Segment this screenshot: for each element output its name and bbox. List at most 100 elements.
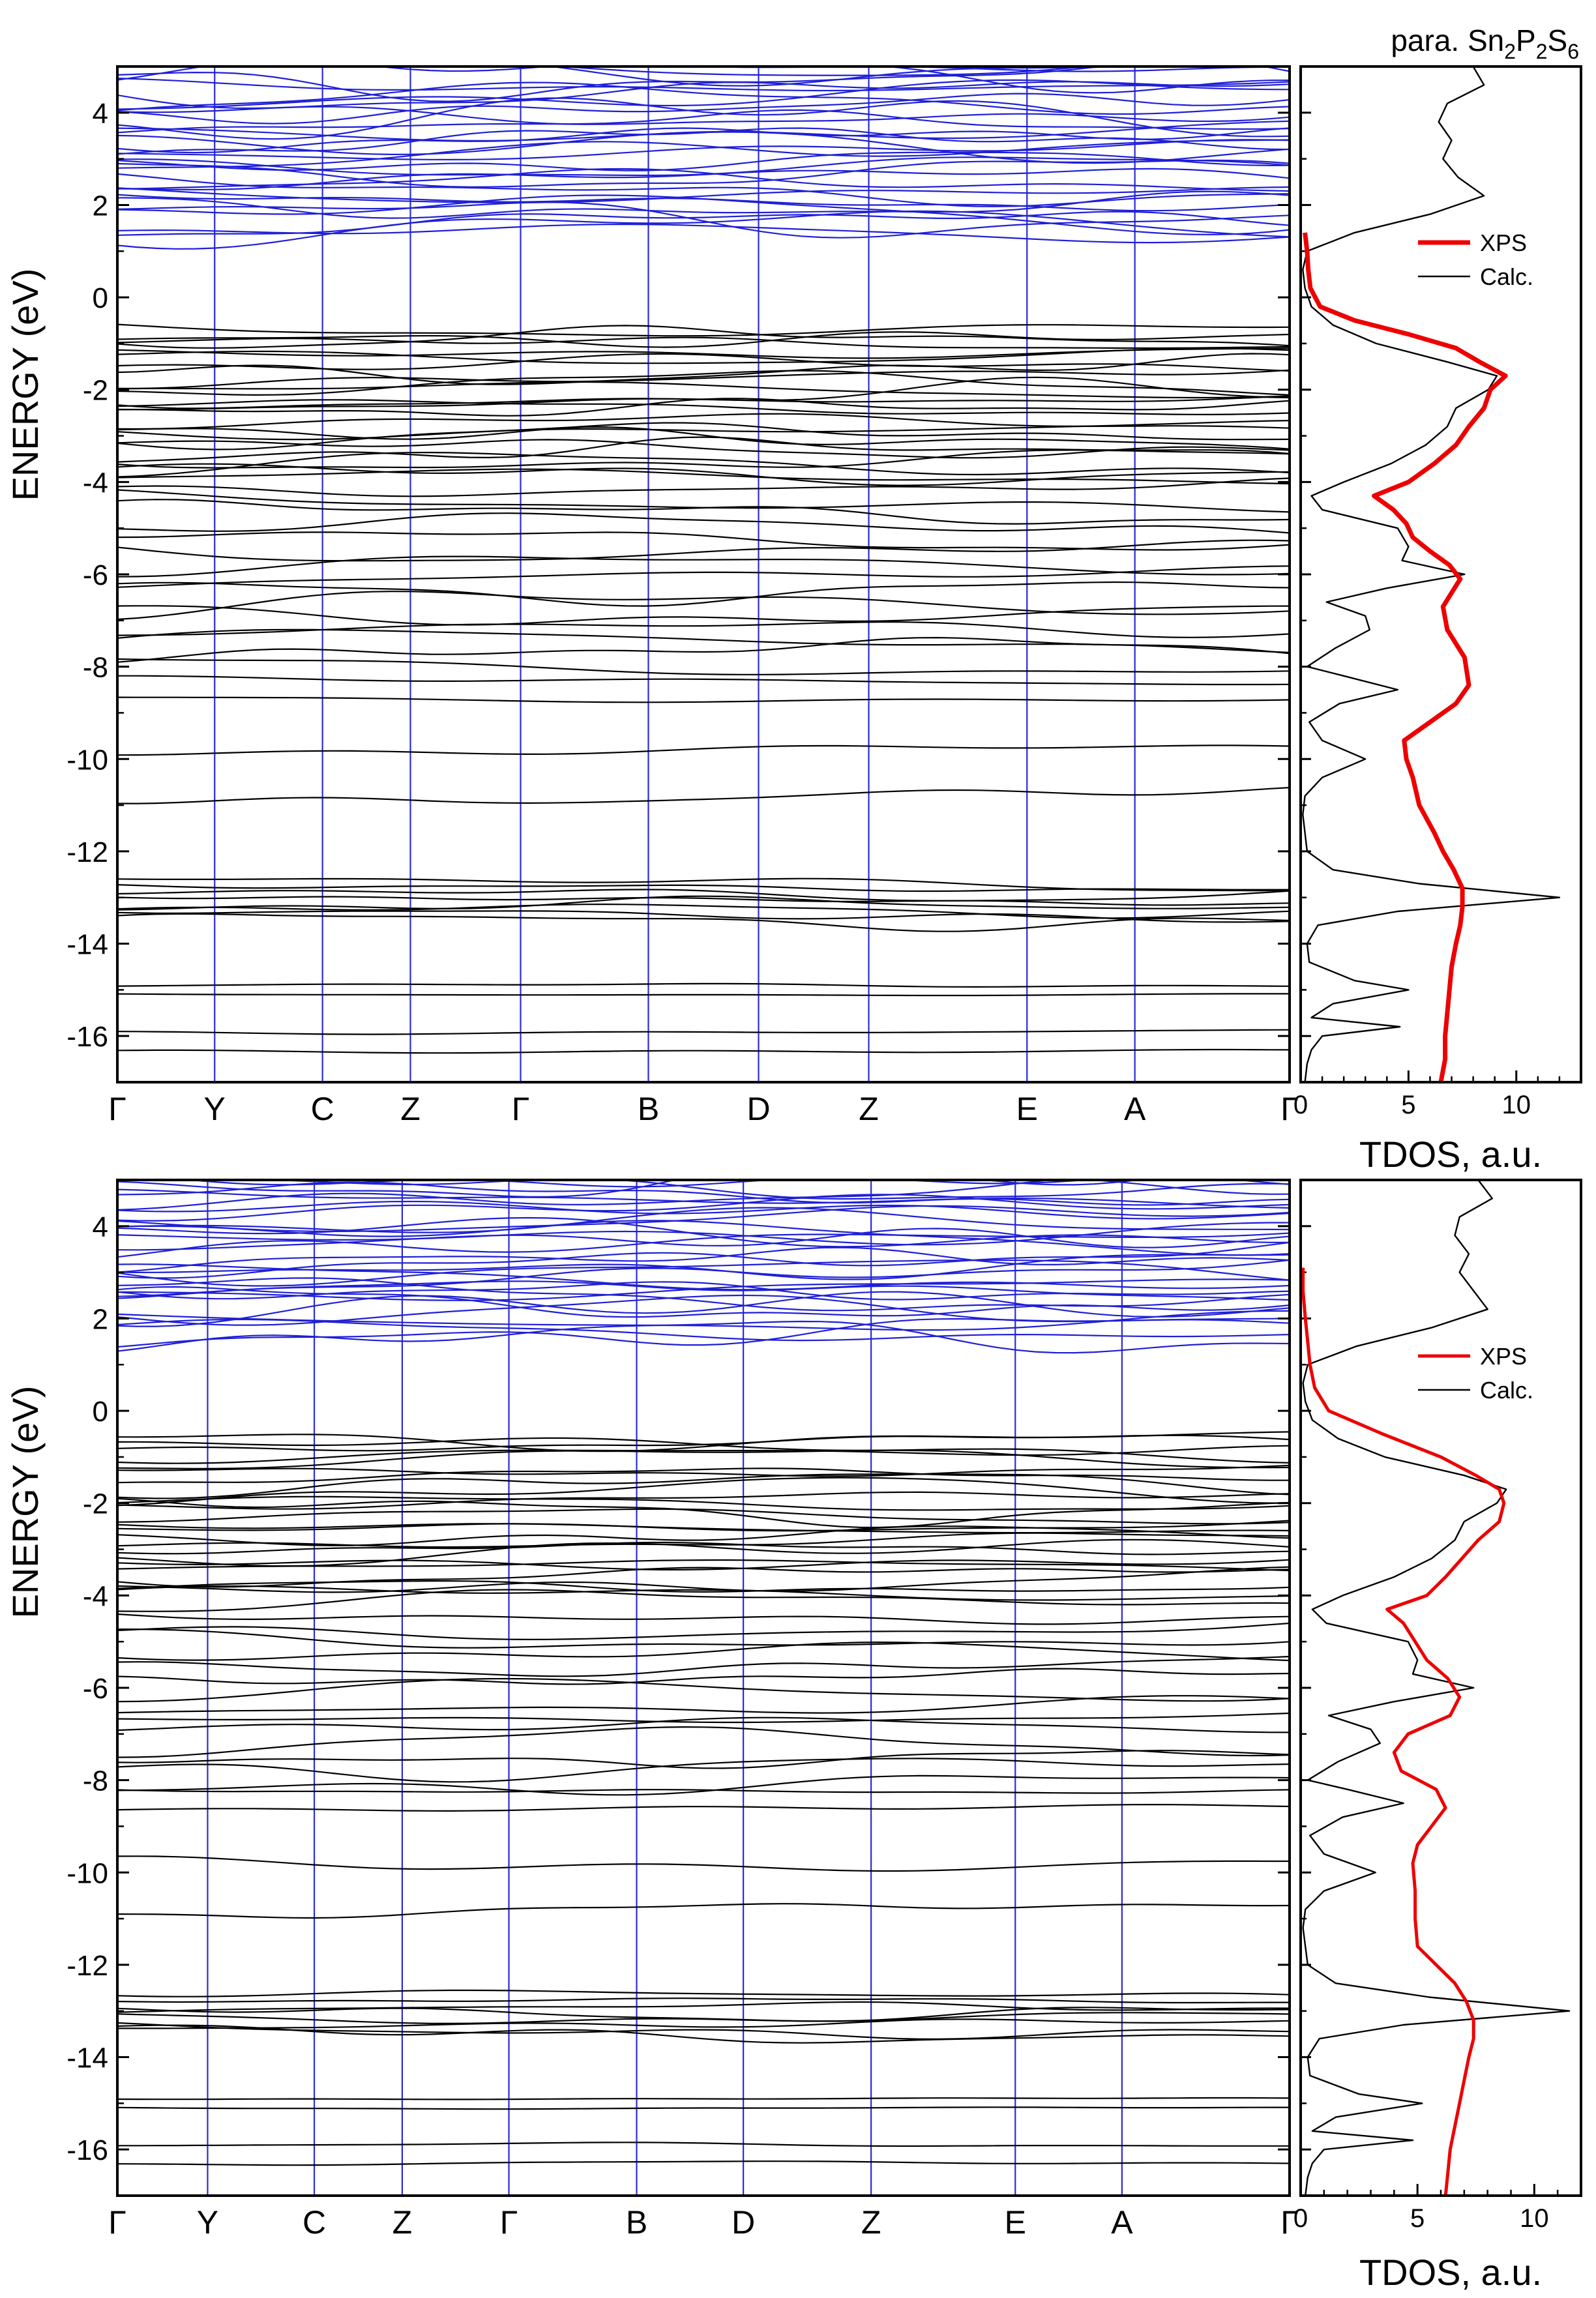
tdos-xtick-label: 10 [1502, 1091, 1531, 1119]
conduction-band [183, 1180, 1094, 1188]
valence-band [117, 2018, 1290, 2029]
band-ytick-label: -8 [83, 652, 108, 684]
valence-band [117, 913, 1290, 932]
conduction-band [117, 127, 1290, 154]
valence-band [117, 468, 1290, 485]
valence-band [117, 993, 1290, 997]
conduction-band [117, 211, 1290, 236]
valence-band [117, 2024, 1290, 2044]
band-ytick-label: -8 [83, 1765, 108, 1797]
conduction-band [117, 151, 1290, 171]
kpoint-label: Z [392, 2204, 413, 2241]
band-ytick-label: -2 [83, 1488, 108, 1520]
tdos-xtick-label: 5 [1410, 2204, 1425, 2233]
conduction-band [117, 1277, 1290, 1312]
valence-band [117, 1467, 1290, 1484]
tdos-plot-frame [1299, 1179, 1582, 2197]
valence-band [117, 395, 1290, 411]
conduction-band [552, 66, 1093, 76]
valence-band [117, 1997, 1290, 2004]
valence-band [117, 1712, 1290, 1724]
valence-band [117, 422, 1290, 450]
band-ytick-label: 4 [93, 98, 108, 130]
valence-band [117, 426, 1290, 450]
conduction-band [117, 1222, 1290, 1246]
conduction-band [117, 81, 1290, 115]
valence-band [117, 1789, 1290, 1794]
valence-band [117, 1532, 1290, 1548]
kpoint-label: C [311, 1091, 334, 1127]
band-structure-panel-bottom: ENERGY (eV) 4 2 0 -2 -4 -6 -8 -10 -12 -14 -16 Γ Y C Z Γ… [5, 1179, 1299, 2241]
kpoint-label: A [1111, 2204, 1133, 2241]
valence-band [117, 325, 1290, 349]
tdos-panel-bottom: TDOS, a.u. 0 5 10 XPS Calc. [1293, 1179, 1582, 2293]
kpoint-label: C [303, 2204, 326, 2241]
conduction-band [117, 1232, 1290, 1258]
valence-band [117, 1559, 1290, 1570]
valence-band [117, 1716, 1290, 1733]
valence-band [117, 1539, 1290, 1567]
kpoint-label: D [732, 2204, 755, 2241]
conduction-band [117, 139, 1290, 169]
conduction-band [117, 1205, 1290, 1233]
valence-band [117, 1473, 1290, 1499]
valence-band [117, 1525, 1290, 1546]
figure-title-sub-1: 2 [1504, 40, 1516, 63]
valence-band [117, 439, 1290, 459]
valence-band [117, 1464, 1290, 1477]
conduction-band [117, 1180, 1290, 1200]
valence-band [117, 1508, 1290, 1525]
valence-band [117, 787, 1290, 804]
band-lines [117, 66, 1290, 1082]
conduction-band [117, 223, 1290, 244]
band-ytick-label: 0 [93, 282, 108, 314]
valence-band [117, 369, 1290, 390]
valence-band [117, 1541, 1290, 1555]
tdos-calc-curve [1302, 66, 1561, 1082]
kpoint-label: Z [859, 1091, 879, 1127]
conduction-band [117, 1294, 1290, 1326]
conduction-band [546, 66, 1135, 87]
conduction-band [117, 1181, 1290, 1206]
kpoint-label: Γ [500, 2204, 518, 2241]
valence-band [117, 1029, 1290, 1035]
valence-band [117, 539, 1290, 562]
valence-band [117, 591, 1290, 621]
conduction-band [117, 1180, 1290, 1211]
valence-band [117, 1758, 1290, 1783]
tdos-xtick-label: 5 [1401, 1091, 1415, 1119]
tdos-xlabel-bottom: TDOS, a.u. [1359, 2252, 1542, 2293]
valence-band [117, 581, 1290, 607]
conduction-band [117, 1241, 1290, 1279]
band-plot-frame [116, 1179, 1291, 2197]
band-ytick-label: -16 [66, 1021, 108, 1053]
valence-band [117, 1668, 1290, 1685]
band-ytick-label: -14 [66, 2042, 108, 2074]
kpoint-label: E [1016, 1091, 1038, 1127]
valence-band [117, 621, 1290, 638]
conduction-band [273, 1180, 912, 1181]
kpoint-label: Γ [108, 2204, 126, 2241]
valence-band [117, 413, 1290, 430]
valence-band [117, 1585, 1290, 1601]
valence-band [117, 555, 1290, 578]
kpoint-label: Γ [108, 1091, 126, 1127]
band-lines [117, 1180, 1290, 2196]
valence-band [117, 1449, 1290, 1469]
valence-band [117, 2001, 1290, 2013]
kpoint-label: B [638, 1091, 659, 1127]
valence-band [117, 1048, 1290, 1054]
valence-band [117, 512, 1290, 534]
conduction-band [117, 1280, 1290, 1301]
legend-calc-label: Calc. [1480, 263, 1533, 290]
valence-band [117, 877, 1290, 892]
band-ytick-label: -6 [83, 1673, 108, 1705]
valence-band [117, 2022, 1290, 2040]
valence-band [117, 889, 1290, 902]
valence-band [117, 1695, 1290, 1714]
valence-band [117, 896, 1290, 906]
kpoint-label: D [746, 1091, 770, 1127]
valence-band [117, 353, 1290, 385]
legend-calc-label: Calc. [1480, 1377, 1533, 1404]
valence-band [117, 2142, 1290, 2147]
